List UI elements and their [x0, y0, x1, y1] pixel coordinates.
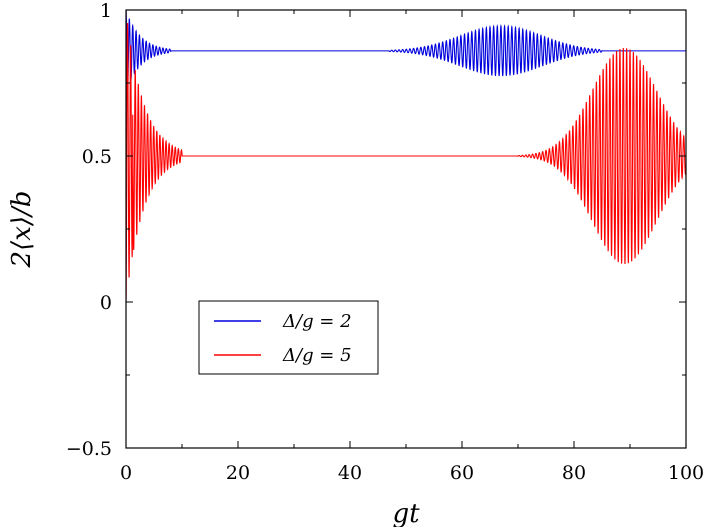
- x-tick-label: 0: [120, 462, 132, 484]
- legend: Δ/g = 2 Δ/g = 5: [198, 300, 379, 375]
- x-tick-label: 60: [450, 462, 474, 484]
- legend-label-blue: Δ/g = 2: [282, 311, 352, 332]
- series-line-0: [125, 9, 686, 88]
- y-tick-label: 0.5: [82, 146, 112, 168]
- legend-box: [198, 300, 379, 375]
- x-tick-label: 40: [338, 462, 362, 484]
- x-tick-label: 20: [226, 462, 250, 484]
- y-tick-label: 0: [100, 292, 112, 314]
- x-tick-label: 100: [668, 462, 703, 484]
- y-tick-label: 1: [100, 0, 112, 22]
- y-tick-label: −0.5: [66, 438, 112, 460]
- ticks-layer: 0 20 40 60 80 100 −0.5 0 0.5 1: [66, 0, 703, 484]
- x-tick-label: 80: [562, 462, 586, 484]
- legend-label-red: Δ/g = 5: [282, 345, 352, 366]
- x-axis-title: gt: [392, 499, 420, 527]
- y-axis-title: 2⟨x⟩/b: [7, 191, 37, 269]
- series-line-1: [125, 22, 687, 303]
- series-layer: [125, 9, 687, 303]
